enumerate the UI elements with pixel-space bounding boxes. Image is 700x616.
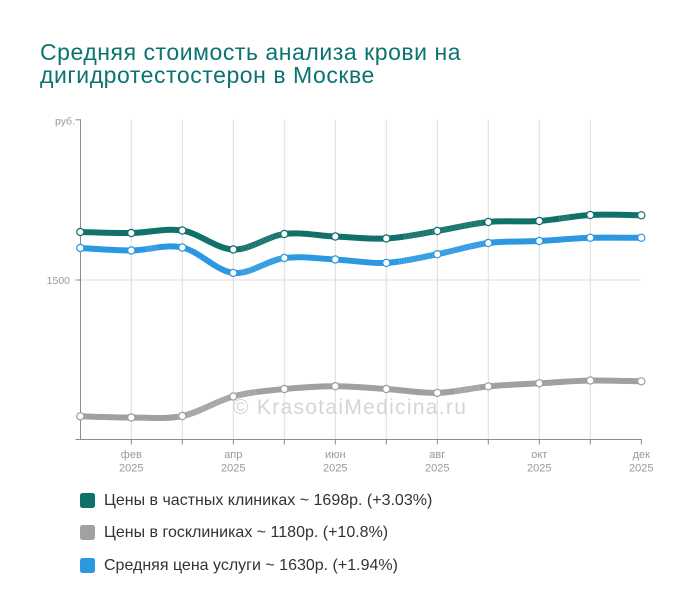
- svg-text:руб.: руб.: [55, 116, 75, 128]
- svg-text:2025: 2025: [425, 463, 449, 475]
- svg-text:окт: окт: [531, 449, 547, 461]
- svg-text:2025: 2025: [119, 463, 143, 475]
- svg-text:авг: авг: [429, 449, 445, 461]
- svg-text:апр: апр: [224, 449, 242, 461]
- svg-text:июн: июн: [325, 449, 345, 461]
- svg-text:дек: дек: [633, 449, 651, 461]
- svg-text:2025: 2025: [629, 463, 653, 475]
- svg-text:© KrasotaiMedicina.ru: © KrasotaiMedicina.ru: [233, 396, 467, 419]
- svg-text:2025: 2025: [221, 463, 245, 475]
- svg-text:фев: фев: [121, 449, 142, 461]
- svg-text:1500: 1500: [47, 275, 71, 287]
- svg-text:2025: 2025: [323, 463, 347, 475]
- svg-text:2025: 2025: [527, 463, 551, 475]
